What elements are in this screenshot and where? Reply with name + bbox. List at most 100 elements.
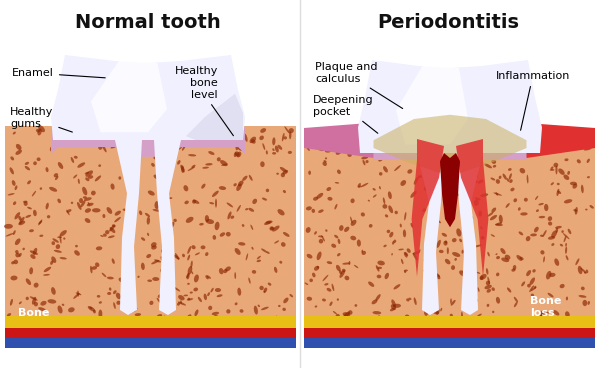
Ellipse shape: [463, 269, 471, 274]
Ellipse shape: [194, 275, 199, 282]
Ellipse shape: [55, 134, 58, 136]
Ellipse shape: [343, 312, 350, 317]
Ellipse shape: [479, 274, 487, 280]
Ellipse shape: [73, 293, 80, 299]
Text: Inflammation: Inflammation: [496, 71, 570, 130]
Ellipse shape: [59, 235, 62, 244]
Ellipse shape: [190, 291, 193, 294]
Ellipse shape: [447, 247, 449, 254]
Ellipse shape: [191, 165, 196, 168]
Ellipse shape: [394, 240, 396, 243]
Ellipse shape: [13, 259, 18, 264]
Ellipse shape: [187, 255, 190, 261]
Ellipse shape: [110, 184, 115, 190]
Ellipse shape: [19, 301, 22, 304]
Ellipse shape: [501, 258, 509, 262]
Ellipse shape: [38, 221, 42, 224]
Ellipse shape: [334, 204, 337, 209]
Ellipse shape: [306, 227, 311, 233]
Ellipse shape: [272, 137, 275, 145]
Ellipse shape: [431, 309, 439, 315]
Ellipse shape: [115, 141, 122, 144]
Ellipse shape: [565, 247, 567, 254]
Ellipse shape: [409, 298, 412, 300]
Ellipse shape: [583, 300, 587, 306]
Ellipse shape: [509, 173, 512, 180]
Ellipse shape: [58, 199, 61, 203]
Ellipse shape: [474, 244, 482, 247]
Ellipse shape: [186, 274, 189, 278]
Ellipse shape: [70, 136, 76, 140]
Ellipse shape: [449, 162, 457, 165]
Ellipse shape: [206, 219, 214, 224]
Ellipse shape: [480, 194, 488, 197]
Ellipse shape: [192, 200, 196, 204]
Ellipse shape: [531, 294, 534, 297]
Ellipse shape: [162, 138, 167, 142]
Ellipse shape: [361, 156, 368, 159]
Ellipse shape: [62, 304, 64, 306]
Ellipse shape: [199, 223, 204, 226]
Ellipse shape: [151, 242, 157, 247]
Ellipse shape: [230, 216, 234, 219]
Ellipse shape: [336, 265, 341, 271]
Ellipse shape: [161, 256, 164, 262]
Ellipse shape: [322, 140, 326, 144]
Ellipse shape: [365, 160, 368, 163]
Ellipse shape: [329, 301, 332, 306]
Ellipse shape: [379, 172, 382, 176]
Ellipse shape: [340, 270, 345, 278]
Ellipse shape: [277, 209, 284, 215]
Ellipse shape: [563, 236, 566, 242]
Ellipse shape: [191, 245, 196, 249]
Ellipse shape: [323, 160, 326, 163]
Ellipse shape: [31, 321, 34, 326]
Ellipse shape: [33, 248, 37, 255]
Ellipse shape: [103, 214, 106, 218]
Ellipse shape: [157, 314, 162, 318]
Ellipse shape: [57, 236, 62, 238]
Polygon shape: [456, 153, 483, 315]
Ellipse shape: [110, 227, 115, 233]
Ellipse shape: [238, 181, 244, 186]
Ellipse shape: [181, 166, 184, 173]
Ellipse shape: [557, 183, 560, 185]
Ellipse shape: [173, 287, 180, 291]
Ellipse shape: [575, 207, 578, 215]
Ellipse shape: [145, 213, 150, 217]
Ellipse shape: [275, 321, 279, 323]
Ellipse shape: [407, 248, 410, 253]
Ellipse shape: [369, 224, 373, 228]
Ellipse shape: [434, 218, 441, 223]
Ellipse shape: [306, 206, 312, 210]
Ellipse shape: [221, 163, 228, 166]
Ellipse shape: [335, 148, 342, 155]
Ellipse shape: [266, 251, 269, 254]
Ellipse shape: [428, 178, 431, 180]
Ellipse shape: [400, 180, 406, 186]
Ellipse shape: [188, 298, 190, 300]
Ellipse shape: [223, 142, 224, 145]
Ellipse shape: [398, 153, 401, 155]
Ellipse shape: [466, 226, 469, 233]
Ellipse shape: [464, 279, 469, 284]
Ellipse shape: [542, 315, 547, 318]
Ellipse shape: [496, 192, 498, 196]
Ellipse shape: [110, 145, 119, 148]
Ellipse shape: [373, 194, 377, 198]
Ellipse shape: [495, 222, 502, 225]
Polygon shape: [396, 65, 468, 145]
Ellipse shape: [317, 252, 322, 260]
Ellipse shape: [342, 269, 346, 272]
Ellipse shape: [546, 271, 551, 279]
Ellipse shape: [125, 283, 130, 289]
Ellipse shape: [40, 301, 47, 306]
Ellipse shape: [586, 269, 588, 273]
Ellipse shape: [283, 308, 286, 311]
Ellipse shape: [339, 270, 343, 274]
Ellipse shape: [178, 295, 185, 300]
Ellipse shape: [430, 319, 434, 326]
Ellipse shape: [214, 315, 219, 319]
Ellipse shape: [10, 156, 14, 160]
Ellipse shape: [384, 143, 388, 146]
